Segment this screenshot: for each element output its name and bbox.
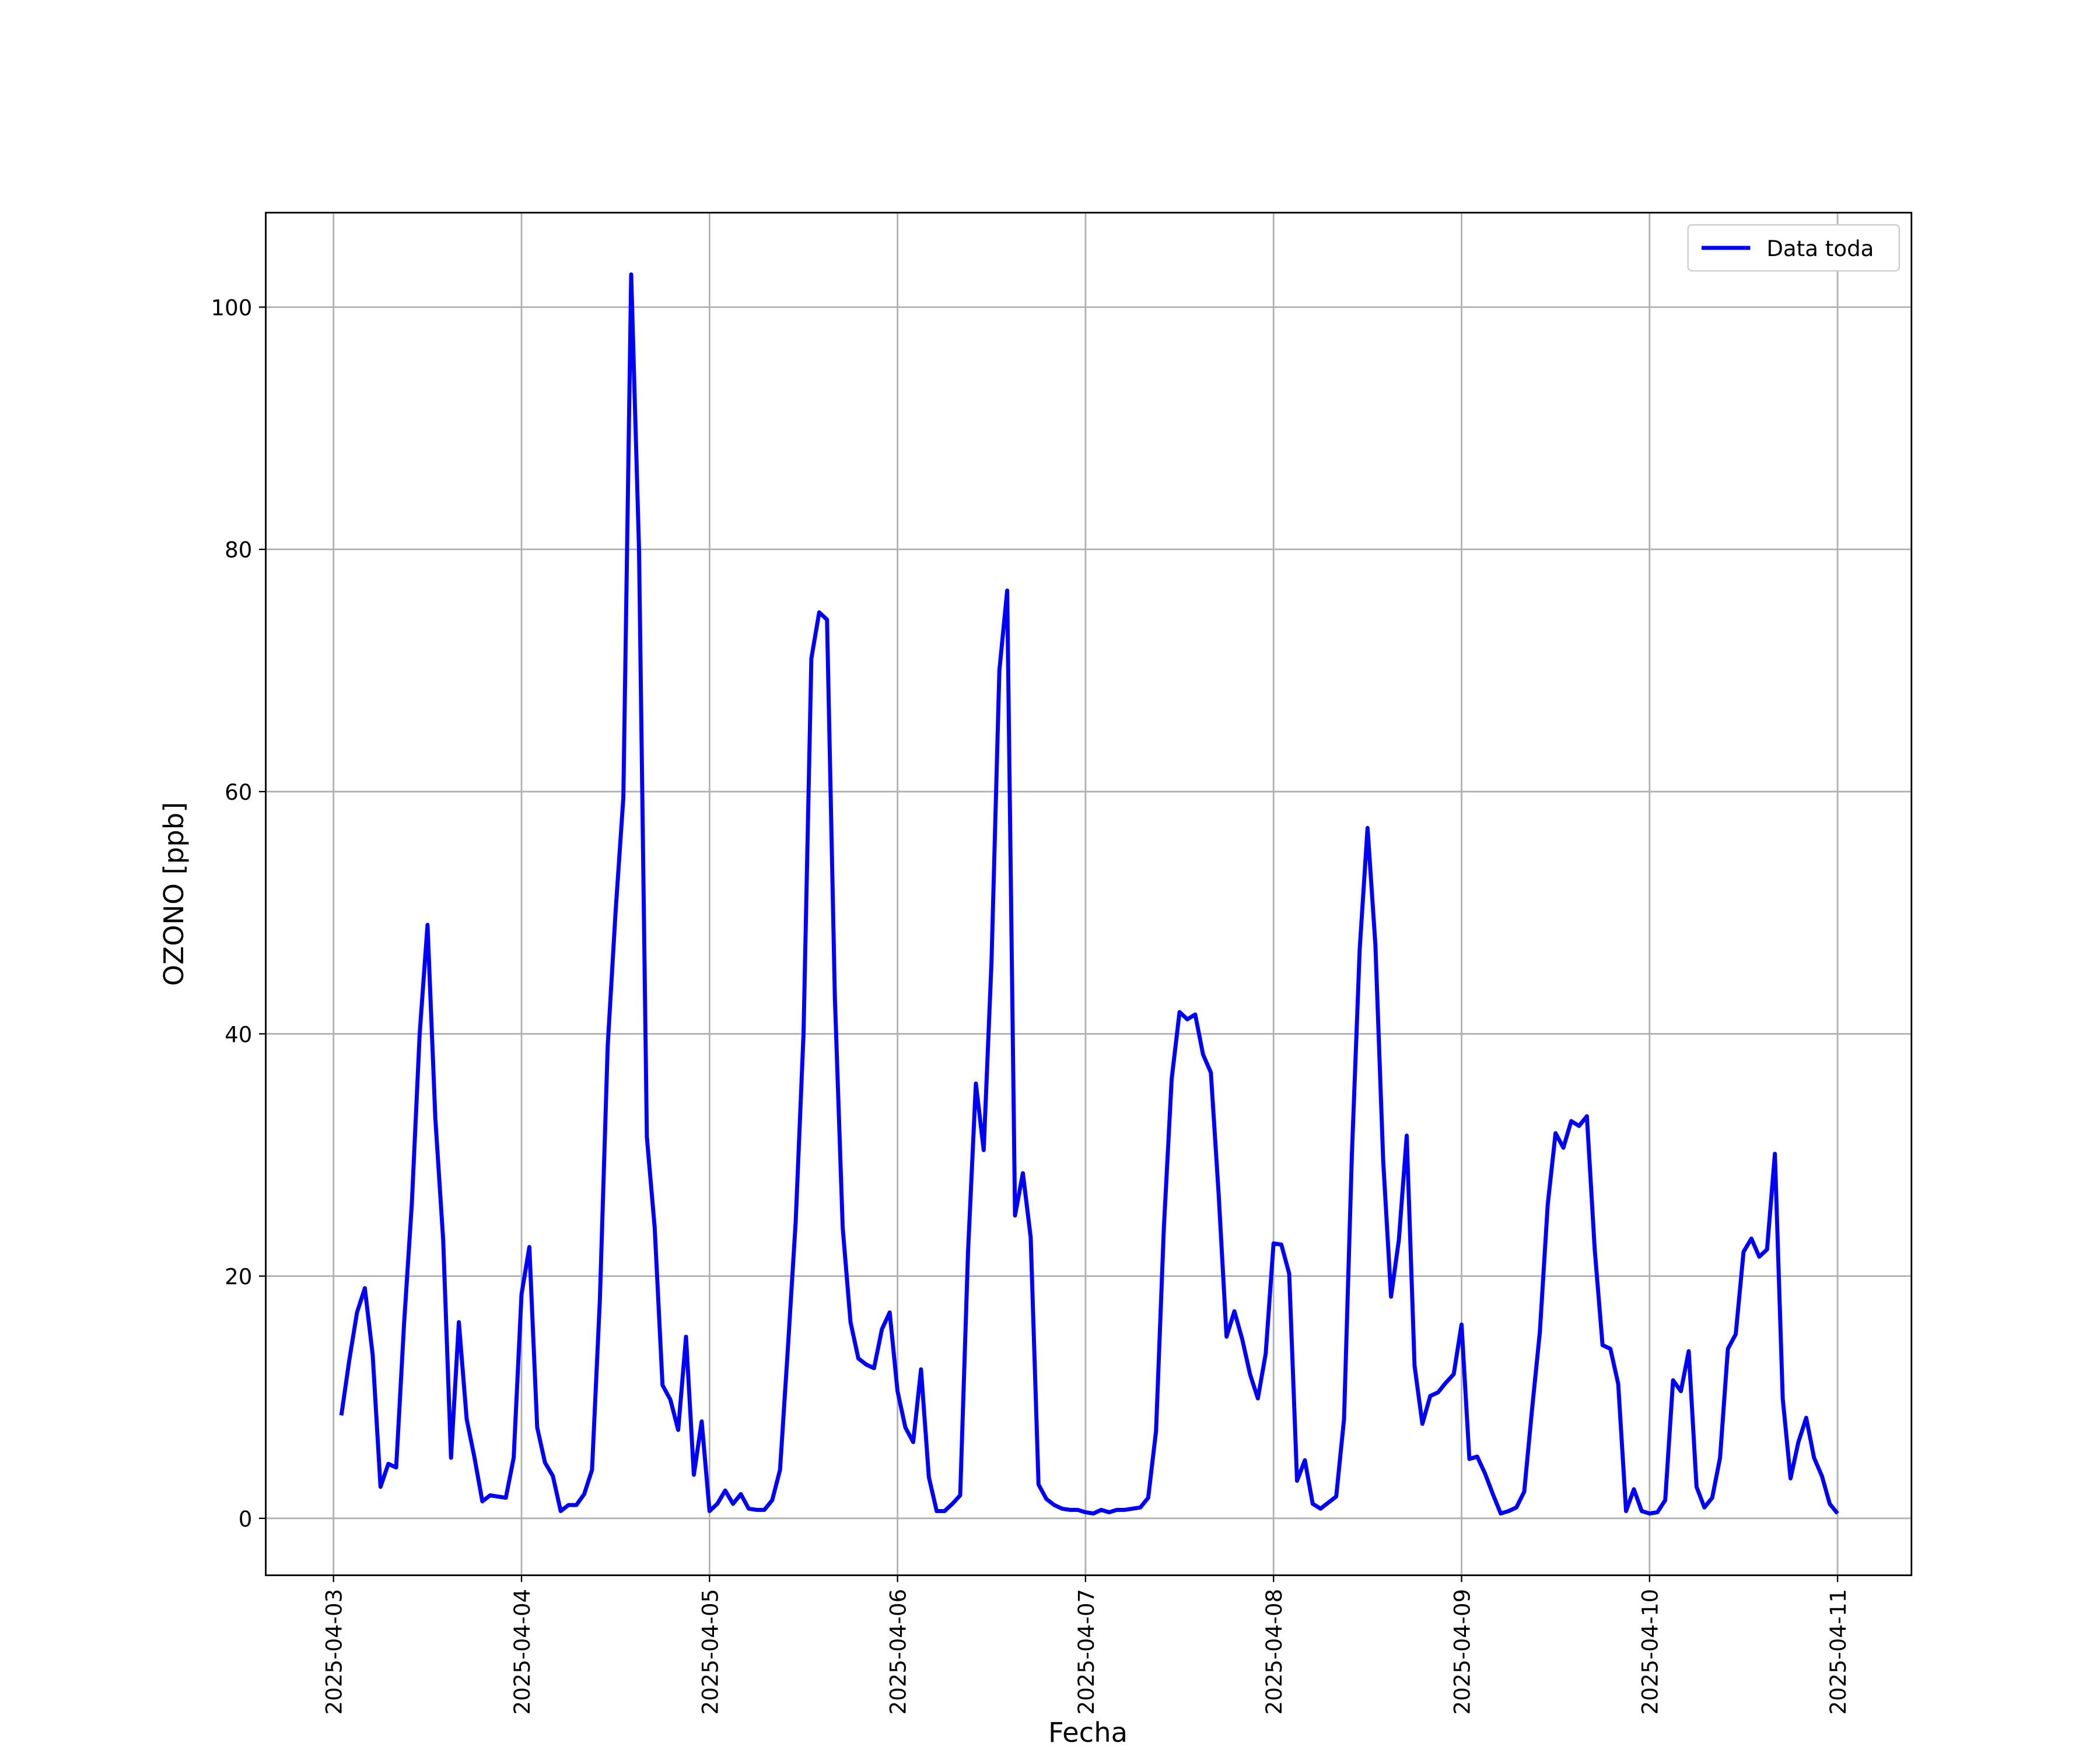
y-tick-label: 80 [225,538,252,563]
x-tick-label: 2025-04-11 [1826,1589,1851,1715]
x-tick-label: 2025-04-05 [698,1589,723,1715]
legend-box [1687,224,1901,272]
x-tick-label: 2025-04-09 [1450,1589,1475,1715]
y-tick-label: 100 [211,295,252,320]
legend-label: Data toda [1766,236,1874,261]
x-tick-label: 2025-04-03 [322,1589,347,1715]
x-axis-label: Fecha [1048,1717,1128,1748]
x-tick-label: 2025-04-04 [510,1589,535,1715]
plot-frame [265,212,1913,1576]
legend: Data toda [1687,224,1901,272]
x-tick-label: 2025-04-06 [886,1589,911,1715]
data-line [339,272,1839,1516]
x-tick-label: 2025-04-10 [1638,1589,1663,1715]
x-tick-label: 2025-04-07 [1074,1589,1099,1715]
y-tick-label: 40 [225,1022,252,1047]
y-tick-label: 20 [225,1265,252,1290]
y-tick-label: 0 [239,1507,253,1532]
y-tick-label: 60 [225,780,252,805]
y-axis-label: OZONO [ppb] [158,802,190,986]
x-tick-label: 2025-04-08 [1262,1589,1287,1715]
